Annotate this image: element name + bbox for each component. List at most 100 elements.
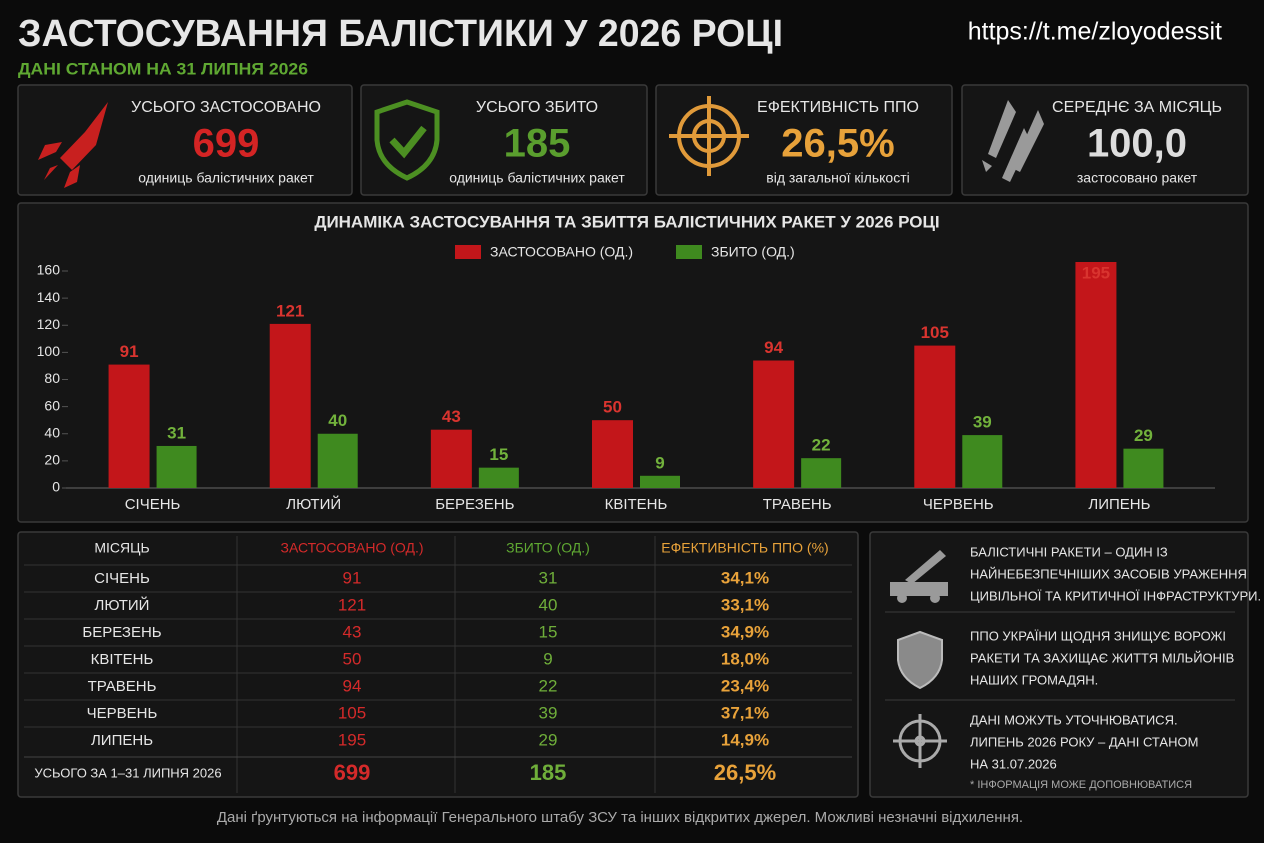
value-label: 31: [167, 423, 186, 442]
x-tick-label: КВІТЕНЬ: [605, 496, 668, 513]
legend-swatch: [455, 245, 481, 259]
bar: [640, 475, 680, 488]
cards: УСЬОГО ЗАСТОСОВАНО 699 одиниць балістичних…: [17, 84, 1249, 196]
note-line: БАЛІСТИЧНІ РАКЕТИ – ОДИН ІЗ: [970, 544, 1168, 559]
y-tick-label: 100: [37, 343, 61, 359]
x-tick-label: ЛИПЕНЬ: [1088, 496, 1150, 513]
x-tick-label: СІЧЕНЬ: [125, 496, 181, 513]
card-value: 26,5%: [781, 122, 894, 166]
footer: Дані ґрунтуються на інформації Генеральн…: [217, 809, 1023, 826]
value-label: 105: [921, 323, 949, 342]
bar: [753, 360, 795, 488]
note-line: НАЙНЕБЕЗПЕЧНІШИХ ЗАСОБІВ УРАЖЕННЯ: [970, 566, 1247, 581]
card-note: застосовано ракет: [1077, 170, 1198, 186]
table-cell: 39: [539, 703, 558, 722]
y-tick-label: 80: [44, 370, 60, 386]
card-value: 100,0: [1087, 122, 1187, 166]
rocket-icon: [38, 102, 108, 188]
bar: [592, 420, 633, 488]
table-total: 699: [334, 760, 371, 785]
table-header: ЕФЕКТИВНІСТЬ ППО (%): [661, 540, 828, 556]
table: МІСЯЦЬ ЗАСТОСОВАНО (ОД.) ЗБИТО (ОД.) ЕФЕКТИ…: [24, 536, 852, 793]
table-cell: ЧЕРВЕНЬ: [87, 705, 158, 722]
note-line: РАКЕТИ ТА ЗАХИЩАЄ ЖИТТЯ МІЛЬЙОНІВ: [970, 650, 1234, 665]
link: https://t.me/zloyodessit: [968, 18, 1222, 46]
value-label: 39: [973, 413, 992, 432]
shield-icon: [374, 99, 440, 181]
bar: [1123, 448, 1164, 488]
table-cell: СІЧЕНЬ: [94, 570, 150, 587]
table-cell: 29: [539, 730, 558, 749]
table-cell: 195: [338, 730, 366, 749]
bar: [478, 467, 519, 488]
table-header: МІСЯЦЬ: [94, 540, 149, 556]
card-value: 185: [504, 122, 571, 166]
x-tick-label: ЧЕРВЕНЬ: [923, 496, 994, 513]
table-panel: [17, 531, 859, 798]
value-label: 9: [655, 453, 664, 472]
table-total: 185: [530, 760, 567, 785]
table-header: ЗБИТО (ОД.): [506, 540, 590, 556]
table-cell: 9: [543, 649, 552, 668]
card-label: СЕРЕДНЄ ЗА МІСЯЦЬ: [1052, 99, 1222, 116]
table-cell: 23,4%: [721, 676, 769, 695]
y-tick-label: 40: [44, 424, 60, 440]
note-line: ЛИПЕНЬ 2026 РОКУ – ДАНІ СТАНОМ: [970, 734, 1198, 749]
x-tick-label: БЕРЕЗЕНЬ: [435, 496, 514, 513]
x-tick-label: ТРАВЕНЬ: [763, 496, 832, 513]
card-label: УСЬОГО ЗАСТОСОВАНО: [131, 99, 321, 116]
table-cell: 18,0%: [721, 649, 769, 668]
note-line: ДАНІ МОЖУТЬ УТОЧНЮВАТИСЯ.: [970, 712, 1178, 727]
chart: 0 20 40 60 80 100 120 140 160 ЗАСТОСОВАНО (ОД.) ЗБ…: [37, 244, 1215, 513]
shield-icon: [897, 630, 943, 690]
notes: БАЛІСТИЧНІ РАКЕТИ – ОДИН ІЗ НАЙНЕБЕЗПЕЧНІ…: [970, 544, 1261, 771]
value-label: 40: [328, 411, 347, 430]
y-tick-label: 20: [44, 452, 60, 468]
y-tick-label: 60: [44, 397, 60, 413]
table-cell: 34,1%: [721, 568, 769, 587]
table-cell: 94: [343, 676, 362, 695]
table-total: 26,5%: [714, 760, 776, 785]
bar: [430, 429, 472, 488]
bar: [1075, 262, 1117, 488]
table-cell: 40: [539, 595, 558, 614]
legend-label: ЗБИТО (ОД.): [711, 244, 795, 260]
bar: [962, 435, 1003, 488]
crosshair-icon: [669, 96, 749, 176]
value-label: 50: [603, 398, 622, 417]
table-cell: 15: [539, 622, 558, 641]
table-cell: 22: [539, 676, 558, 695]
value-label: 94: [764, 338, 783, 357]
launcher-icon: [890, 550, 948, 603]
table-cell: КВІТЕНЬ: [91, 651, 154, 668]
table-cell: БЕРЕЗЕНЬ: [82, 624, 161, 641]
y-tick-label: 0: [52, 479, 60, 495]
bar: [269, 323, 311, 488]
note-line: НАШИХ ГРОМАДЯН.: [970, 672, 1098, 687]
card-label: УСЬОГО ЗБИТО: [476, 99, 598, 116]
notes-panel: [869, 531, 1249, 798]
table-cell: 50: [343, 649, 362, 668]
table-cell: 121: [338, 595, 366, 614]
bar: [156, 445, 197, 488]
value-label: 22: [812, 436, 831, 455]
table-cell: 91: [343, 568, 362, 587]
value-label: 195: [1082, 263, 1110, 282]
bar: [108, 364, 150, 488]
bar: [317, 433, 358, 488]
card-label: ЕФЕКТИВНІСТЬ ППО: [757, 99, 919, 116]
subtitle: ДАНІ СТАНОМ НА 31 ЛИПНЯ 2026: [18, 59, 308, 78]
table-header: ЗАСТОСОВАНО (ОД.): [280, 540, 423, 556]
table-cell: 37,1%: [721, 703, 769, 722]
table-cell: ТРАВЕНЬ: [88, 678, 157, 695]
footnote: * ІНФОРМАЦІЯ МОЖЕ ДОПОВНЮВАТИСЯ: [970, 779, 1192, 791]
y-tick-label: 120: [37, 316, 61, 332]
bar: [914, 345, 956, 488]
x-tick-label: ЛЮТИЙ: [286, 495, 341, 513]
bars: [108, 262, 1164, 488]
crosshair-icon: [893, 714, 947, 768]
title: ЗАСТОСУВАННЯ БАЛІСТИКИ У 2026 РОЦІ: [18, 13, 783, 55]
table-cell: 14,9%: [721, 730, 769, 749]
table-cell: 33,1%: [721, 595, 769, 614]
note-line: ЦИВІЛЬНОЇ ТА КРИТИЧНОЇ ІНФРАСТРУКТУРИ.: [970, 588, 1261, 603]
